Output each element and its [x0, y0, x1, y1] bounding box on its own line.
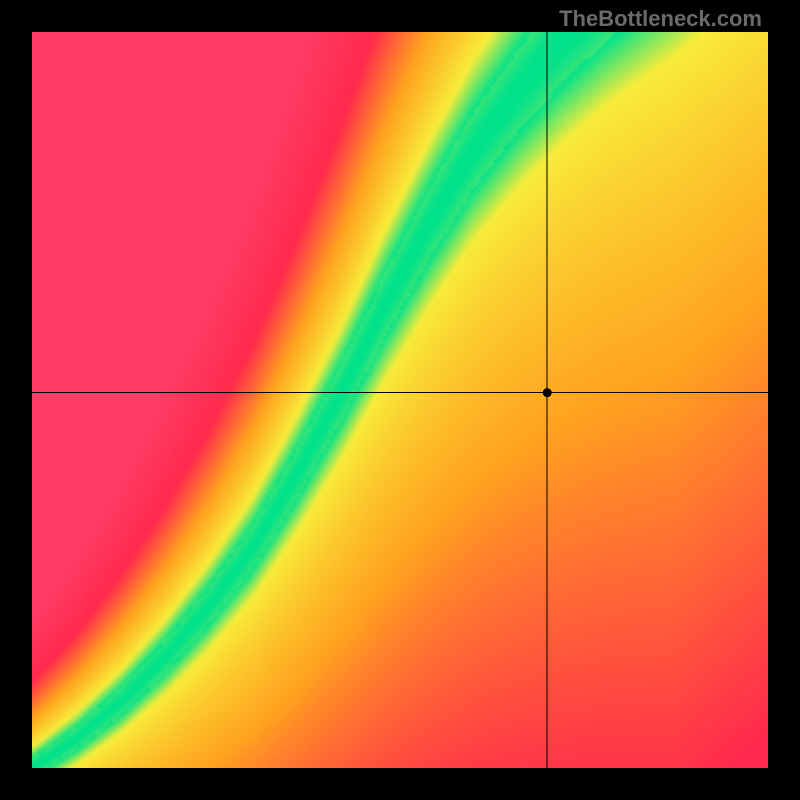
- crosshair-marker: [543, 388, 552, 397]
- crosshair-overlay: [32, 32, 768, 768]
- watermark-text: TheBottleneck.com: [559, 6, 762, 32]
- bottleneck-heatmap: [32, 32, 768, 768]
